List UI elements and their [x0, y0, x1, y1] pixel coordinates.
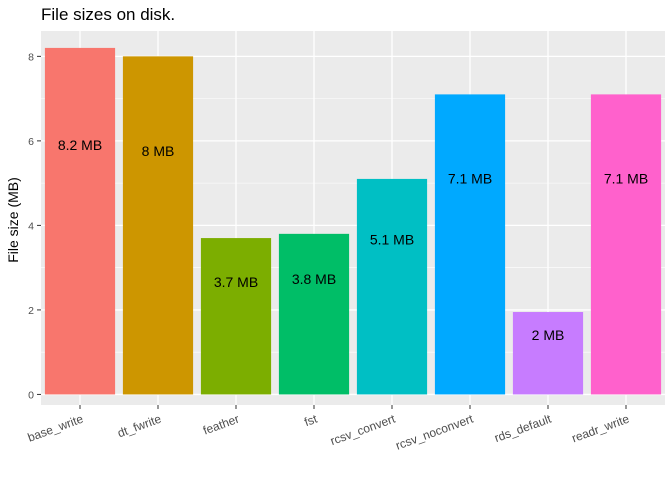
x-tick-label: fst	[302, 411, 319, 429]
bar-feather	[200, 238, 272, 395]
data-label: 7.1 MB	[604, 170, 648, 186]
y-tick-label: 6	[28, 136, 34, 148]
data-label: 7.1 MB	[448, 170, 492, 186]
data-labels: 8.2 MB 8 MB 3.7 MB 3.8 MB 5.1 MB 7.1 MB 2 MB 7.…	[58, 137, 648, 343]
x-tick-label: rcsv_convert	[328, 411, 397, 448]
x-axis: base_write dt_fwrite feather fst rcsv_conver…	[26, 405, 631, 453]
bar-fst	[278, 233, 350, 395]
x-tick-label: feather	[201, 412, 241, 438]
chart-title: File sizes on disk.	[41, 5, 175, 24]
y-axis-label: File size (MB)	[5, 177, 21, 263]
bar-dt_fwrite	[122, 56, 194, 395]
data-label: 8 MB	[142, 143, 175, 159]
x-tick-label: rcsv_noconvert	[394, 411, 476, 452]
bar-base_write	[44, 47, 116, 395]
data-label: 5.1 MB	[370, 231, 414, 247]
data-label: 2 MB	[532, 327, 565, 343]
y-tick-label: 8	[28, 51, 34, 63]
bar-rds_default	[512, 312, 584, 395]
data-label: 3.8 MB	[292, 271, 336, 287]
bar-rcsv_noconvert	[434, 94, 506, 395]
bars	[44, 47, 662, 395]
x-tick-label: dt_fwrite	[116, 412, 164, 441]
x-tick-label: readr_write	[570, 412, 631, 446]
bar-rcsv_convert	[356, 178, 428, 395]
x-tick-label: rds_default	[492, 411, 553, 445]
data-label: 8.2 MB	[58, 137, 102, 153]
y-tick-label: 0	[28, 389, 34, 401]
x-tick-label: base_write	[26, 412, 86, 445]
data-label: 3.7 MB	[214, 274, 258, 290]
y-tick-label: 2	[28, 305, 34, 317]
y-axis: 0 2 4 6 8	[28, 51, 41, 401]
bar-readr_write	[590, 94, 662, 395]
y-tick-label: 4	[28, 220, 34, 232]
